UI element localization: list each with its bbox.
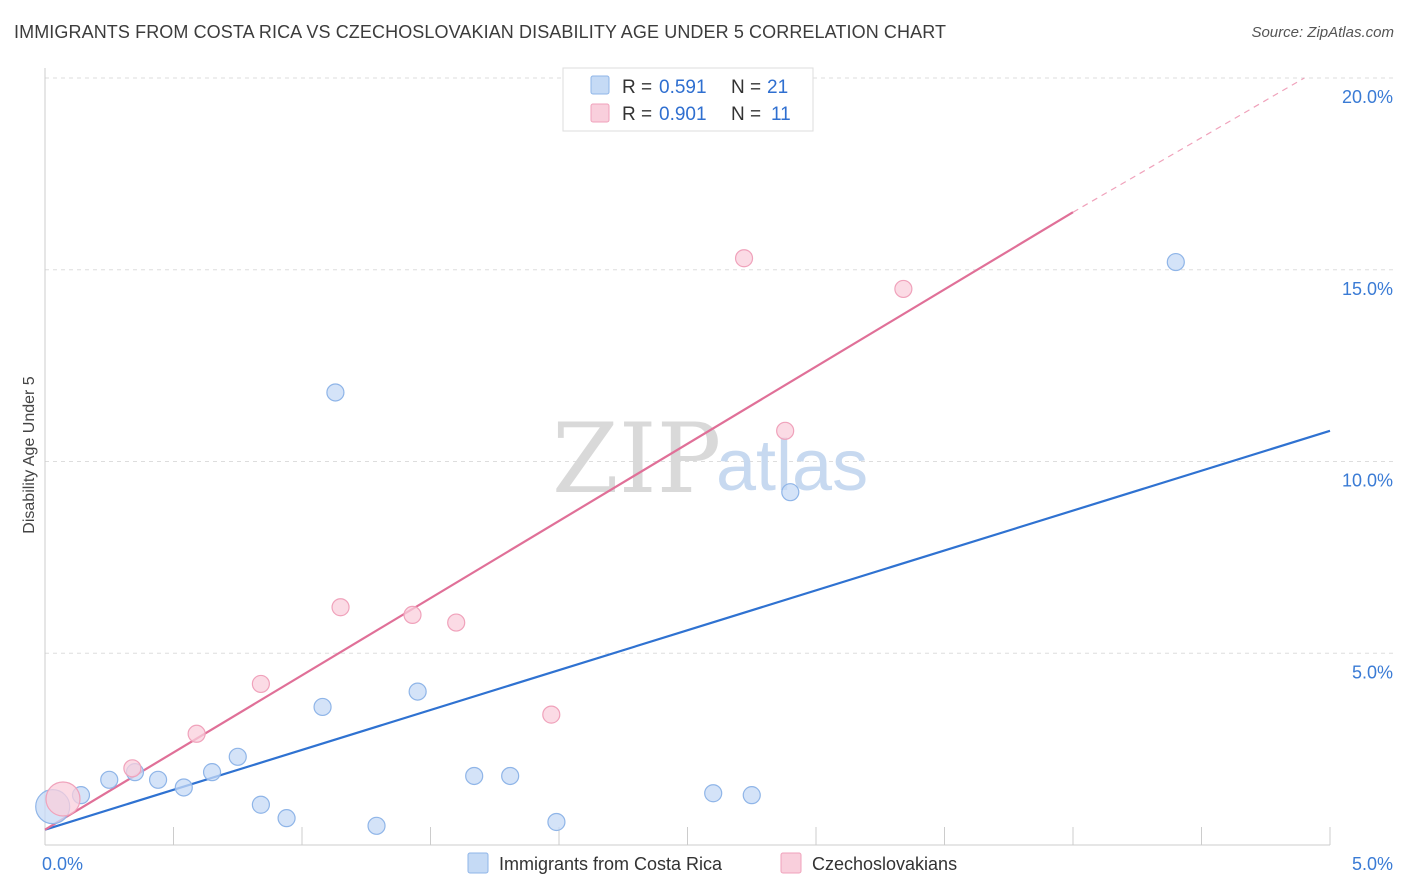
legend-r-value: 0.591 — [659, 77, 707, 98]
x-tick-label: 0.0% — [42, 854, 83, 874]
data-point — [776, 421, 795, 440]
data-point — [734, 249, 754, 268]
data-point — [465, 766, 484, 786]
legend-r-label: R = — [622, 104, 652, 125]
trend-line — [44, 211, 1074, 831]
data-point — [174, 778, 193, 797]
legend-r-label: R = — [622, 77, 652, 98]
source-credit: Source: ZipAtlas.com — [1251, 24, 1394, 41]
data-point — [326, 383, 345, 402]
watermark: ZIP atlas — [552, 403, 868, 515]
legend-n-label: N = — [731, 104, 761, 125]
series-label-czechoslovakians: Czechoslovakians — [812, 854, 957, 874]
legend-swatch-blue — [590, 75, 610, 95]
correlation-legend: R = 0.591 N = 21 R = 0.901 N = 11 — [562, 67, 814, 132]
series-legend: Immigrants from Costa Rica Czechoslovaki… — [467, 852, 957, 874]
data-point — [547, 812, 566, 832]
data-point — [228, 747, 247, 766]
data-point — [100, 770, 119, 789]
data-point — [367, 816, 386, 835]
trend-lines — [44, 77, 1331, 831]
legend-n-value: 11 — [771, 104, 791, 125]
data-point — [123, 759, 142, 778]
data-point — [202, 763, 222, 782]
legend-swatch-pink — [590, 103, 610, 123]
data-point — [331, 598, 350, 617]
data-point — [251, 674, 270, 694]
grid-layer — [45, 77, 1395, 654]
trend-line-extension — [1072, 77, 1305, 213]
x-tick-labels: 0.0% 5.0% — [42, 854, 1393, 874]
data-point — [408, 682, 427, 701]
y-tick-label: 20.0% — [1342, 87, 1393, 107]
y-tick-label: 5.0% — [1352, 662, 1393, 682]
y-tick-labels: 5.0% 10.0% 15.0% 20.0% — [1342, 87, 1393, 682]
x-tick-label: 5.0% — [1352, 854, 1393, 874]
trend-line — [44, 429, 1331, 831]
series-swatch-czechoslovakians — [780, 852, 802, 874]
legend-n-label: N = — [731, 77, 761, 98]
y-tick-label: 10.0% — [1342, 471, 1393, 491]
axis-layer — [44, 68, 1331, 846]
chart-title: IMMIGRANTS FROM COSTA RICA VS CZECHOSLOV… — [14, 22, 947, 42]
data-points — [35, 249, 1185, 835]
data-point — [704, 784, 723, 803]
y-tick-label: 15.0% — [1342, 279, 1393, 299]
data-point — [447, 613, 466, 632]
data-point — [781, 483, 800, 502]
data-point — [403, 605, 422, 625]
series-swatch-costa-rica — [467, 852, 489, 874]
data-point — [894, 279, 913, 299]
data-point — [1166, 252, 1185, 272]
data-point — [45, 781, 81, 817]
data-point — [501, 766, 520, 786]
data-point — [742, 786, 761, 805]
data-point — [542, 705, 561, 724]
data-point — [277, 809, 296, 828]
legend-n-value: 21 — [767, 77, 788, 98]
y-axis-label: Disability Age Under 5 — [21, 376, 38, 534]
data-point — [148, 770, 168, 789]
data-point — [251, 795, 270, 814]
legend-r-value: 0.901 — [659, 104, 707, 125]
data-point — [313, 697, 332, 717]
data-point — [187, 724, 206, 743]
series-label-costa-rica: Immigrants from Costa Rica — [499, 854, 723, 874]
watermark-zip: ZIP — [552, 403, 721, 515]
